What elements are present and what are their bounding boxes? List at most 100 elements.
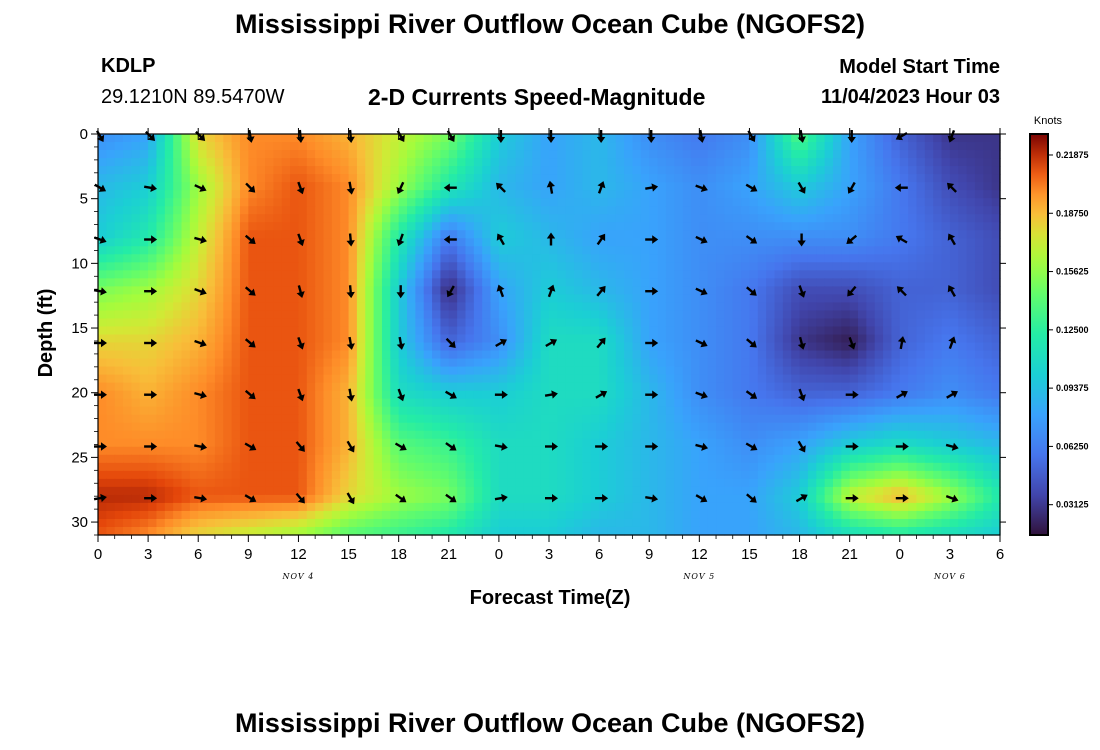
heatmap-cell xyxy=(239,342,249,352)
heatmap-cell xyxy=(974,294,984,304)
heatmap-cell xyxy=(440,158,450,167)
heatmap-cell xyxy=(590,486,600,496)
heatmap-cell xyxy=(490,150,500,159)
heatmap-cell xyxy=(298,398,308,408)
heatmap-cell xyxy=(632,486,642,496)
heatmap-cell xyxy=(356,398,366,408)
heatmap-cell xyxy=(858,214,867,223)
heatmap-cell xyxy=(866,198,876,207)
heatmap-cell xyxy=(398,142,408,151)
heatmap-cell xyxy=(448,430,458,440)
heatmap-cell xyxy=(156,270,166,279)
heatmap-cell xyxy=(423,478,433,488)
heatmap-cell xyxy=(390,494,400,504)
heatmap-cell xyxy=(164,326,174,336)
heatmap-cell xyxy=(874,374,884,384)
heatmap-cell xyxy=(415,286,425,295)
heatmap-cell xyxy=(407,414,416,424)
heatmap-cell xyxy=(198,430,208,440)
heatmap-cell xyxy=(106,318,116,328)
heatmap-cell xyxy=(273,382,283,392)
heatmap-cell xyxy=(273,270,283,279)
heatmap-cell xyxy=(340,302,350,312)
heatmap-cell xyxy=(791,278,801,287)
heatmap-cell xyxy=(131,286,141,295)
heatmap-cell xyxy=(281,230,291,239)
heatmap-cell xyxy=(565,206,575,215)
heatmap-cell xyxy=(331,334,341,344)
heatmap-cell xyxy=(924,158,934,167)
heatmap-cell xyxy=(565,390,575,400)
heatmap-cell xyxy=(749,158,759,167)
heatmap-cell xyxy=(565,278,575,287)
heatmap-cell xyxy=(582,278,592,287)
heatmap-cell xyxy=(674,422,684,432)
heatmap-cell xyxy=(281,238,291,247)
heatmap-cell xyxy=(315,326,325,336)
heatmap-cell xyxy=(883,486,893,496)
heatmap-cell xyxy=(256,382,266,392)
heatmap-cell xyxy=(290,222,300,231)
heatmap-cell xyxy=(114,254,124,263)
heatmap-cell xyxy=(807,294,817,304)
heatmap-cell xyxy=(515,390,525,400)
heatmap-cell xyxy=(816,142,826,151)
heatmap-cell xyxy=(540,286,550,295)
heatmap-cell xyxy=(690,286,700,295)
heatmap-cell xyxy=(908,446,918,456)
heatmap-cell xyxy=(457,414,467,424)
heatmap-cell xyxy=(991,318,1001,328)
heatmap-cell xyxy=(123,230,133,239)
heatmap-cell xyxy=(281,166,291,175)
heatmap-cell xyxy=(858,270,867,279)
heatmap-cell xyxy=(807,422,817,432)
heatmap-cell xyxy=(599,374,609,384)
heatmap-cell xyxy=(607,382,617,392)
heatmap-cell xyxy=(415,174,425,183)
heatmap-cell xyxy=(858,294,867,304)
heatmap-cell xyxy=(741,374,751,384)
heatmap-cell xyxy=(507,190,517,199)
heatmap-cell xyxy=(381,494,391,504)
heatmap-cell xyxy=(858,182,867,191)
heatmap-cell xyxy=(373,486,383,496)
heatmap-cell xyxy=(966,150,976,159)
heatmap-cell xyxy=(924,390,934,400)
heatmap-cell xyxy=(824,134,834,143)
heatmap-cell xyxy=(281,470,291,480)
heatmap-cell xyxy=(356,158,366,167)
heatmap-cell xyxy=(774,318,784,328)
heatmap-cell xyxy=(624,302,634,312)
heatmap-cell xyxy=(407,470,416,480)
heatmap-cell xyxy=(323,294,333,304)
heatmap-cell xyxy=(824,190,834,199)
heatmap-cell xyxy=(799,398,809,408)
heatmap-cell xyxy=(933,318,943,328)
heatmap-cell xyxy=(398,406,408,416)
heatmap-cell xyxy=(724,342,734,352)
heatmap-cell xyxy=(156,294,166,304)
heatmap-cell xyxy=(983,342,993,352)
heatmap-cell xyxy=(373,422,383,432)
heatmap-cell xyxy=(582,230,592,239)
heatmap-cell xyxy=(891,142,901,151)
heatmap-cell xyxy=(716,494,725,504)
heatmap-cell xyxy=(298,422,308,432)
heatmap-cell xyxy=(582,462,592,472)
heatmap-cell xyxy=(849,198,859,207)
heatmap-cell xyxy=(866,190,876,199)
heatmap-cell xyxy=(281,270,291,279)
heatmap-cell xyxy=(265,406,274,416)
heatmap-cell xyxy=(707,326,717,336)
heatmap-cell xyxy=(933,366,943,376)
heatmap-cell xyxy=(265,342,274,352)
heatmap-cell xyxy=(290,406,300,416)
heatmap-cell xyxy=(615,222,625,231)
heatmap-cell xyxy=(106,182,116,191)
heatmap-cell xyxy=(615,374,625,384)
heatmap-cell xyxy=(908,302,918,312)
heatmap-cell xyxy=(523,134,533,143)
heatmap-cell xyxy=(991,150,1001,159)
heatmap-cell xyxy=(265,262,274,271)
heatmap-cell xyxy=(624,462,634,472)
